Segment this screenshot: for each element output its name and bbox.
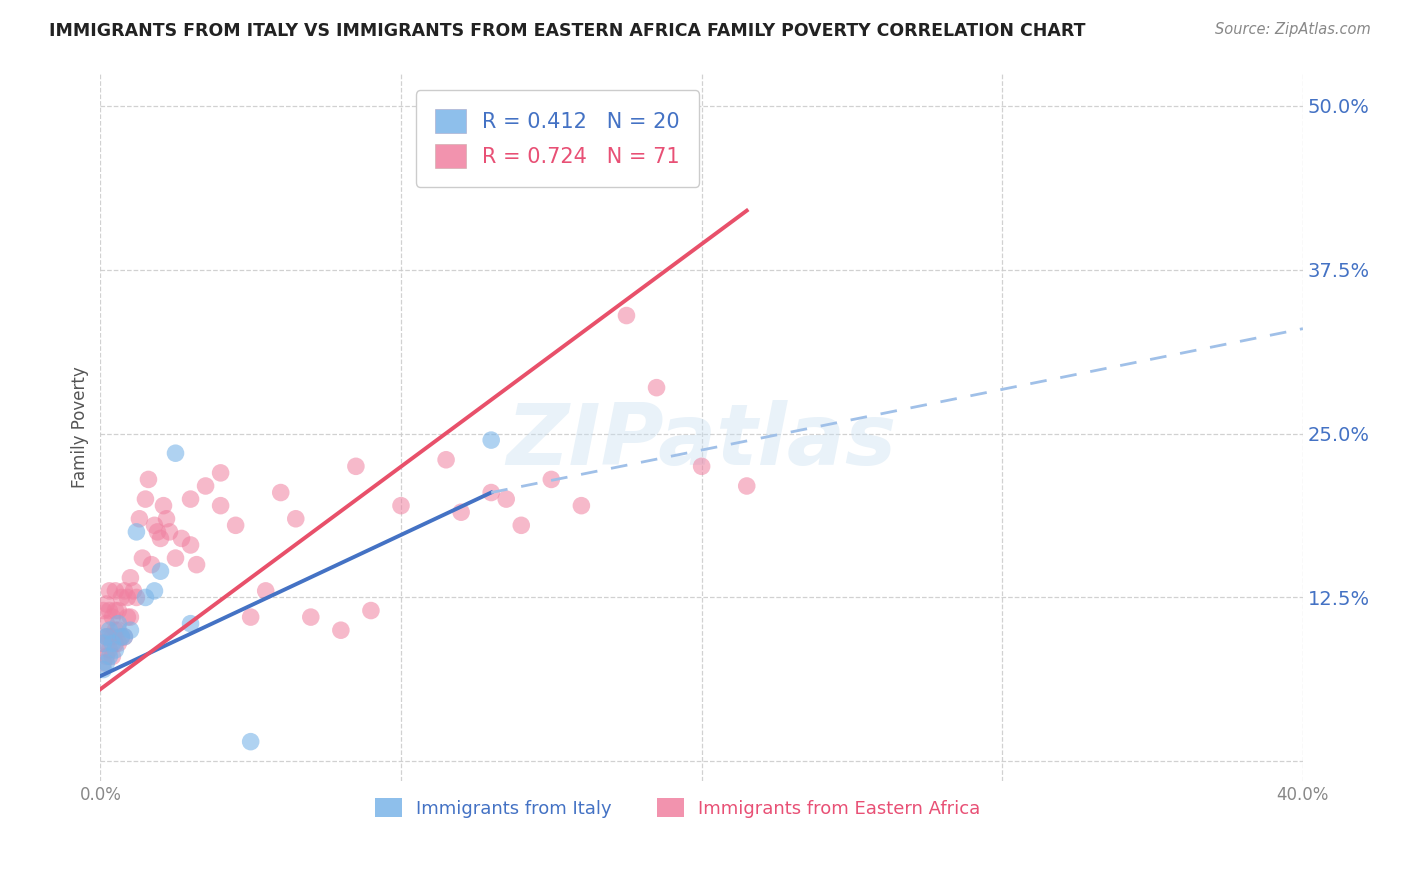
Point bbox=[180, 616, 202, 631]
Point bbox=[134, 591, 156, 605]
Point bbox=[186, 558, 208, 572]
Point bbox=[194, 479, 217, 493]
Point bbox=[93, 656, 115, 670]
Point bbox=[117, 610, 139, 624]
Point bbox=[284, 512, 307, 526]
Point bbox=[149, 564, 172, 578]
Point bbox=[117, 591, 139, 605]
Y-axis label: Family Poverty: Family Poverty bbox=[72, 366, 89, 488]
Point bbox=[107, 624, 129, 638]
Point bbox=[96, 597, 118, 611]
Point bbox=[134, 492, 156, 507]
Legend: Immigrants from Italy, Immigrants from Eastern Africa: Immigrants from Italy, Immigrants from E… bbox=[367, 791, 988, 825]
Point bbox=[96, 649, 118, 664]
Point bbox=[209, 466, 232, 480]
Point bbox=[101, 610, 124, 624]
Point bbox=[110, 591, 132, 605]
Point bbox=[93, 636, 115, 650]
Point bbox=[209, 499, 232, 513]
Point bbox=[510, 518, 533, 533]
Point bbox=[329, 624, 352, 638]
Point bbox=[93, 636, 115, 650]
Point bbox=[495, 492, 517, 507]
Point bbox=[254, 583, 277, 598]
Point bbox=[569, 499, 592, 513]
Point bbox=[98, 603, 121, 617]
Text: ZIPatlas: ZIPatlas bbox=[506, 400, 897, 483]
Point bbox=[107, 616, 129, 631]
Point bbox=[450, 505, 472, 519]
Point bbox=[540, 472, 562, 486]
Point bbox=[690, 459, 713, 474]
Point bbox=[98, 649, 121, 664]
Point bbox=[96, 630, 118, 644]
Point bbox=[104, 624, 127, 638]
Point bbox=[98, 624, 121, 638]
Point bbox=[159, 524, 181, 539]
Point bbox=[344, 459, 367, 474]
Point bbox=[389, 499, 412, 513]
Point bbox=[101, 636, 124, 650]
Point bbox=[152, 499, 174, 513]
Point bbox=[96, 616, 118, 631]
Point bbox=[170, 532, 193, 546]
Point bbox=[93, 663, 115, 677]
Point bbox=[616, 309, 638, 323]
Point bbox=[225, 518, 247, 533]
Point bbox=[107, 603, 129, 617]
Point bbox=[122, 583, 145, 598]
Point bbox=[112, 630, 135, 644]
Point bbox=[120, 571, 142, 585]
Point bbox=[112, 583, 135, 598]
Point bbox=[125, 591, 148, 605]
Point bbox=[180, 492, 202, 507]
Point bbox=[645, 381, 668, 395]
Text: IMMIGRANTS FROM ITALY VS IMMIGRANTS FROM EASTERN AFRICA FAMILY POVERTY CORRELATI: IMMIGRANTS FROM ITALY VS IMMIGRANTS FROM… bbox=[49, 22, 1085, 40]
Point bbox=[149, 532, 172, 546]
Point bbox=[138, 472, 160, 486]
Point bbox=[120, 624, 142, 638]
Point bbox=[143, 518, 166, 533]
Point bbox=[93, 603, 115, 617]
Point bbox=[110, 630, 132, 644]
Point bbox=[479, 485, 502, 500]
Point bbox=[141, 558, 163, 572]
Point bbox=[165, 446, 187, 460]
Point bbox=[107, 636, 129, 650]
Point bbox=[101, 649, 124, 664]
Point bbox=[155, 512, 177, 526]
Point bbox=[143, 583, 166, 598]
Point bbox=[125, 524, 148, 539]
Point bbox=[165, 551, 187, 566]
Point bbox=[104, 636, 127, 650]
Point bbox=[299, 610, 322, 624]
Point bbox=[128, 512, 150, 526]
Point bbox=[104, 583, 127, 598]
Point bbox=[180, 538, 202, 552]
Point bbox=[270, 485, 292, 500]
Point bbox=[98, 643, 121, 657]
Point bbox=[98, 630, 121, 644]
Point bbox=[96, 656, 118, 670]
Point bbox=[360, 603, 382, 617]
Point bbox=[98, 583, 121, 598]
Point bbox=[239, 734, 262, 748]
Point bbox=[120, 610, 142, 624]
Text: Source: ZipAtlas.com: Source: ZipAtlas.com bbox=[1215, 22, 1371, 37]
Point bbox=[146, 524, 169, 539]
Point bbox=[239, 610, 262, 624]
Point bbox=[101, 630, 124, 644]
Point bbox=[112, 630, 135, 644]
Point bbox=[434, 452, 457, 467]
Point bbox=[735, 479, 758, 493]
Point bbox=[131, 551, 153, 566]
Point bbox=[104, 643, 127, 657]
Point bbox=[96, 630, 118, 644]
Point bbox=[110, 630, 132, 644]
Point bbox=[104, 603, 127, 617]
Point bbox=[479, 433, 502, 447]
